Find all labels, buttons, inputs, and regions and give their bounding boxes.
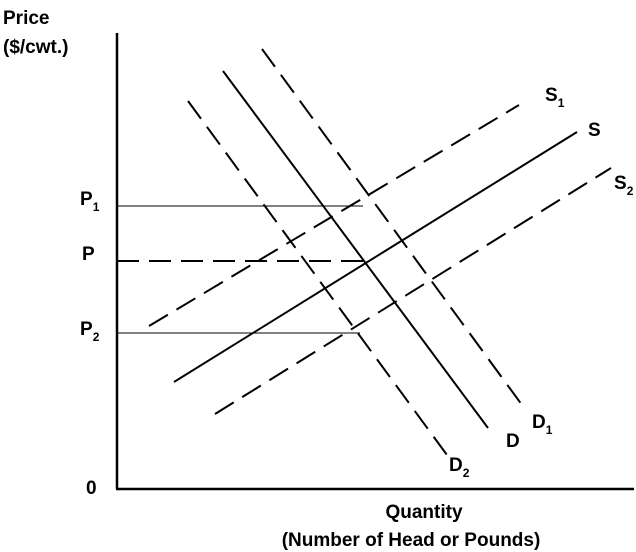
price-label-p: P: [82, 244, 95, 265]
curve-label-d2: D2: [449, 455, 470, 480]
curve-label-s2: S2: [614, 173, 634, 198]
supply-curve-s1: [148, 104, 520, 327]
demand-curve-d2: [187, 100, 448, 456]
x-axis-title-line2: (Number of Head or Pounds): [282, 530, 541, 551]
price-label-p2: P2: [80, 319, 100, 344]
curve-label-s: S: [588, 120, 601, 141]
price-label-p1: P1: [80, 189, 100, 214]
supply-curve-s2: [214, 167, 612, 415]
curve-label-d1: D1: [532, 412, 553, 437]
y-axis-title-line1: Price: [3, 8, 49, 29]
x-axis-title-line1: Quantity: [385, 502, 462, 523]
y-axis-title-line2: ($/cwt.): [3, 37, 68, 58]
demand-curve-d1: [261, 48, 523, 406]
curve-label-s1: S1: [545, 85, 565, 110]
origin-label: 0: [86, 478, 97, 499]
supply-curve-s: [173, 131, 578, 383]
demand-curve-d: [222, 70, 489, 429]
curve-label-d: D: [506, 431, 520, 452]
